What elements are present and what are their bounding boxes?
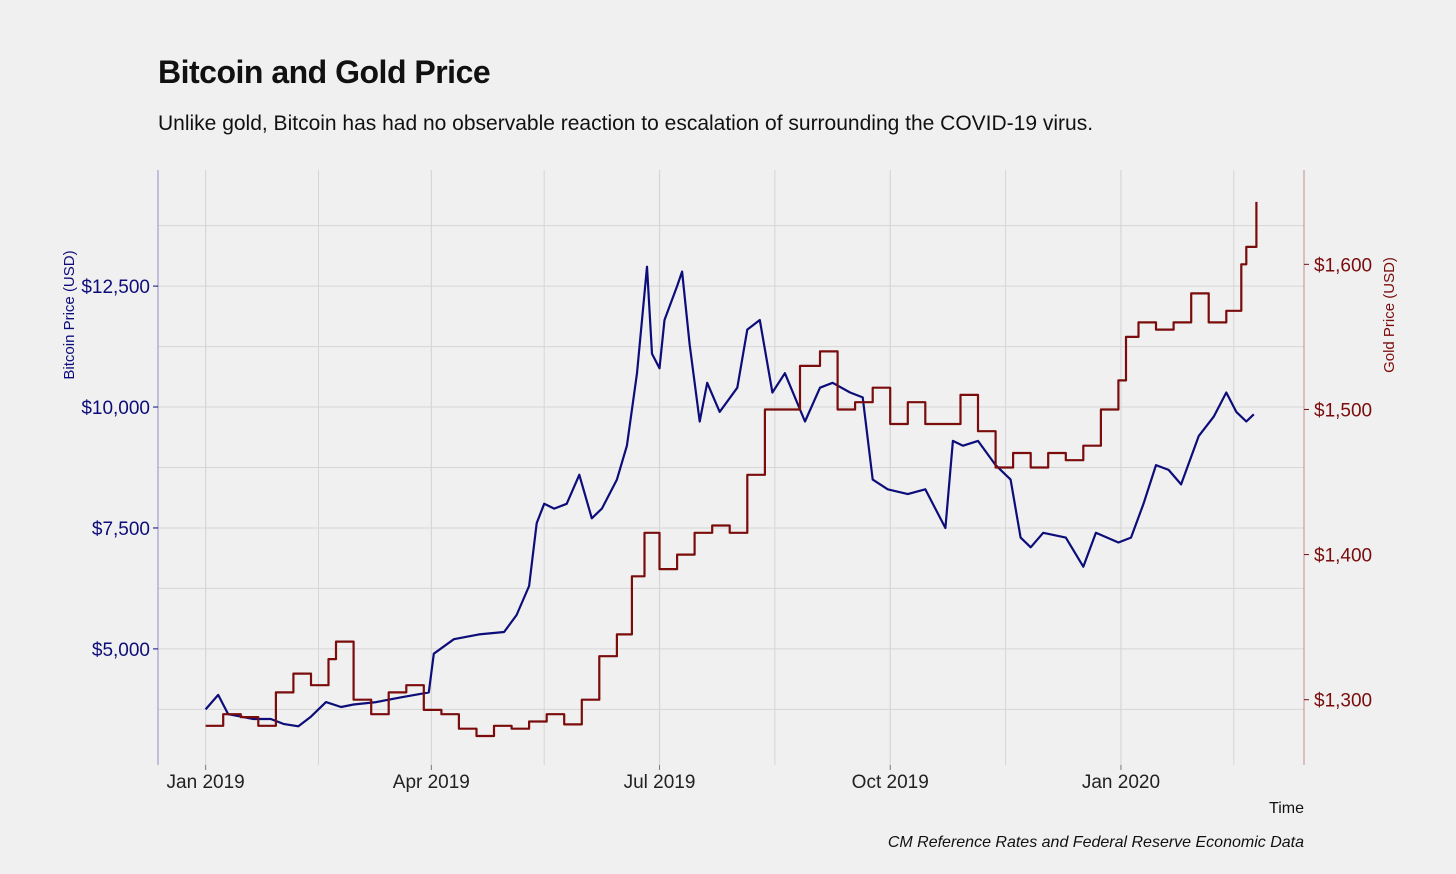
right-tick-label: $1,600 xyxy=(1314,255,1372,276)
x-tick-label: Jul 2019 xyxy=(624,772,696,793)
right-tick-label: $1,400 xyxy=(1314,546,1372,567)
grid-lines xyxy=(158,170,1304,765)
x-tick-label: Jan 2020 xyxy=(1082,772,1160,793)
series-line-gold xyxy=(205,201,1258,738)
tick-labels: $5,000 $7,500 $10,000 $12,500 $1,300 $1,400 $1… xyxy=(61,250,1398,817)
x-tick-label: Oct 2019 xyxy=(852,772,929,793)
series-lines xyxy=(204,201,1258,738)
left-tick-label: $7,500 xyxy=(92,519,150,540)
chart-title: Bitcoin and Gold Price xyxy=(158,54,491,90)
right-tick-label: $1,500 xyxy=(1314,400,1372,421)
series-line-bitcoin xyxy=(204,265,1255,728)
right-tick-label: $1,300 xyxy=(1314,691,1372,712)
chart-subtitle: Unlike gold, Bitcoin has had no observab… xyxy=(158,112,1094,135)
left-tick-label: $12,500 xyxy=(81,277,150,298)
left-tick-label: $10,000 xyxy=(81,398,150,419)
x-tick-label: Apr 2019 xyxy=(393,772,470,793)
y-axis-title-right: Gold Price (USD) xyxy=(1381,257,1398,373)
left-tick-label: $5,000 xyxy=(92,640,150,661)
chart-source: CM Reference Rates and Federal Reserve E… xyxy=(887,834,1304,851)
axes xyxy=(153,170,1309,770)
y-axis-title-left: Bitcoin Price (USD) xyxy=(61,250,78,379)
x-axis-title: Time xyxy=(1269,800,1304,817)
x-tick-label: Jan 2019 xyxy=(167,772,245,793)
